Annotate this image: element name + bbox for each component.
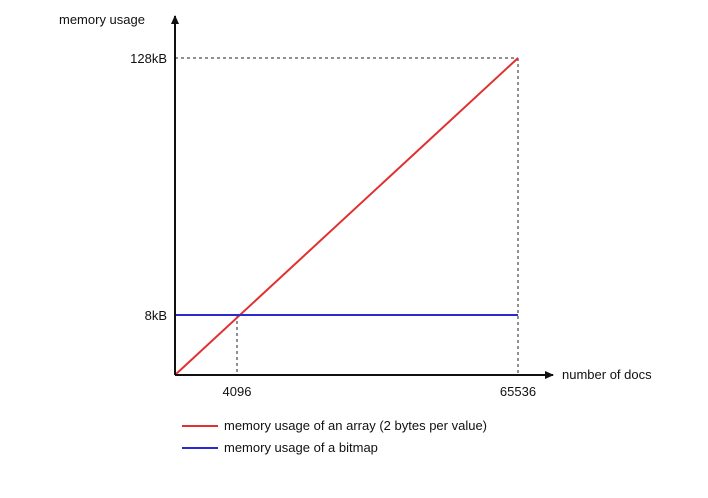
legend-label-array: memory usage of an array (2 bytes per va…	[224, 418, 487, 433]
x-axis-title: number of docs	[562, 367, 652, 382]
guide-lines	[175, 57, 519, 375]
x-tick-label-65536: 65536	[500, 384, 536, 399]
y-tick-label-128kb: 128kB	[130, 51, 167, 66]
x-tick-label-4096: 4096	[223, 384, 252, 399]
legend: memory usage of an array (2 bytes per va…	[182, 418, 487, 455]
y-tick-label-8kb: 8kB	[145, 308, 167, 323]
series-lines	[174, 57, 519, 376]
legend-label-bitmap: memory usage of a bitmap	[224, 440, 378, 455]
series-line-array	[174, 57, 519, 376]
y-axis-title: memory usage	[59, 12, 145, 27]
